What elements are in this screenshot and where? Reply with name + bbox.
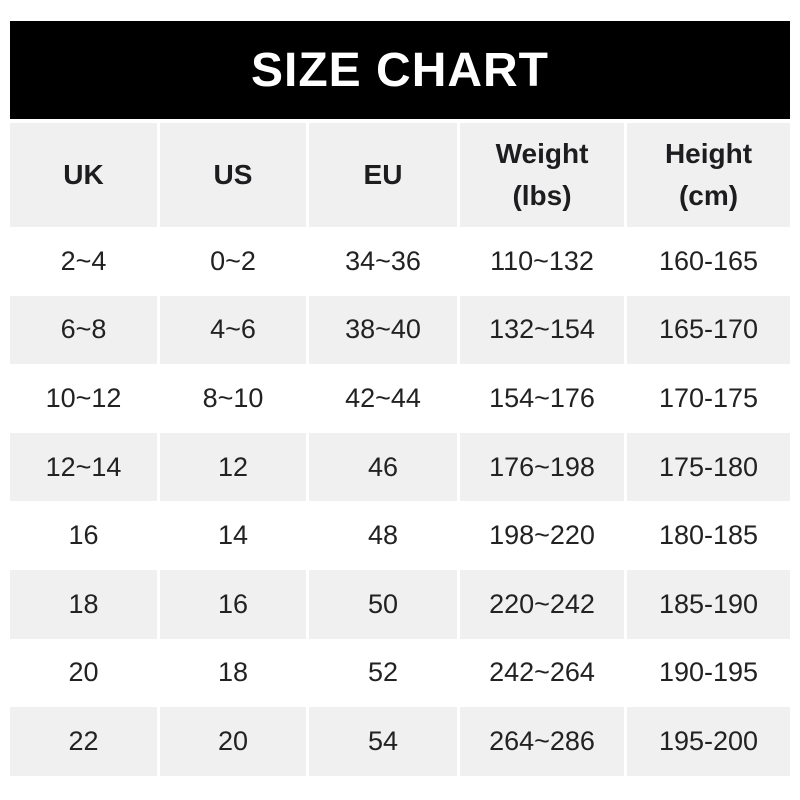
size-cell: 195-200 [627,707,790,776]
column-header-label: Height [664,138,753,169]
size-cell: 242~264 [489,657,595,688]
size-cell: 50 [309,569,457,639]
size-cell: 46 [309,432,457,502]
size-cell: 42~44 [345,382,421,413]
size-cell: 18 [217,657,249,688]
column-header-label: EU [363,159,403,190]
size-cell: 8~10 [202,382,264,413]
size-cell: 12~14 [10,432,157,502]
size-cell: 20 [160,707,306,776]
column-header-us: US [160,123,306,227]
column-header-unit: (lbs) [512,180,572,211]
size-cell: 185-190 [627,569,790,639]
size-table: UK US EU Weight (lbs) Height (cm) 2~4 0~… [10,123,790,776]
size-cell: 10~12 [45,382,122,413]
column-header-label: US [213,159,253,190]
size-cell: 170-175 [658,382,759,413]
column-header-weight: Weight (lbs) [460,123,624,227]
page-title: SIZE CHART [251,43,549,97]
column-header-height: Height (cm) [627,123,790,227]
size-cell: 110~132 [490,245,594,276]
size-cell: 14 [217,520,249,551]
column-header-uk: UK [10,123,157,227]
size-cell: 48 [367,520,399,551]
size-cell: 264~286 [460,707,624,776]
column-header-label: UK [63,159,104,190]
size-cell: 154~176 [489,382,595,413]
size-cell: 18 [10,569,157,639]
size-cell: 198~220 [489,520,595,551]
size-cell: 54 [309,707,457,776]
size-cell: 6~8 [10,295,157,365]
size-cell: 160-165 [658,245,759,276]
size-cell: 38~40 [309,295,457,365]
size-cell: 16 [160,569,306,639]
size-cell: 20 [68,657,99,688]
size-cell: 180-185 [658,520,759,551]
size-cell: 0~2 [210,245,256,276]
size-cell: 22 [10,707,157,776]
title-banner: SIZE CHART [10,21,790,119]
size-cell: 16 [68,520,99,551]
size-cell: 12 [160,432,306,502]
size-cell: 220~242 [460,569,624,639]
size-cell: 52 [367,657,399,688]
size-cell: 2~4 [60,245,107,276]
size-cell: 132~154 [460,295,624,365]
size-cell: 4~6 [160,295,306,365]
size-cell: 190-195 [658,657,759,688]
size-cell: 165-170 [627,295,790,365]
column-header-unit: (cm) [678,180,739,211]
size-cell: 176~198 [460,432,624,502]
column-header-eu: EU [309,123,457,227]
size-cell: 175-180 [627,432,790,502]
column-header-label: Weight [495,138,589,169]
size-cell: 34~36 [345,245,421,276]
